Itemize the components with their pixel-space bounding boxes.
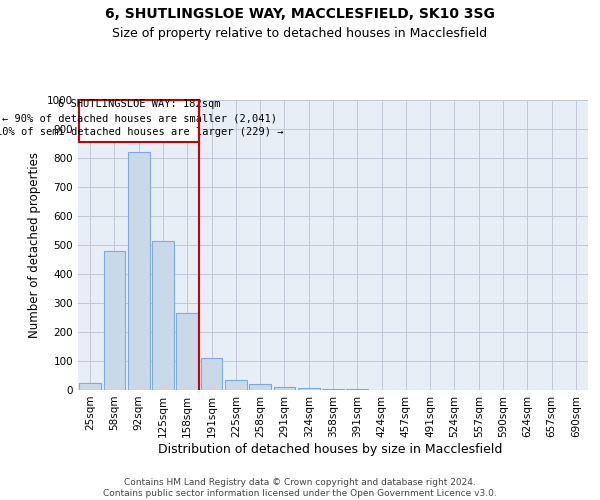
Bar [152, 240, 174, 390]
Y-axis label: Number of detached properties: Number of detached properties [28, 152, 41, 338]
Text: Distribution of detached houses by size in Macclesfield: Distribution of detached houses by size … [158, 442, 502, 456]
Text: 6, SHUTLINGSLOE WAY, MACCLESFIELD, SK10 3SG: 6, SHUTLINGSLOE WAY, MACCLESFIELD, SK10 … [105, 8, 495, 22]
Text: Size of property relative to detached houses in Macclesfield: Size of property relative to detached ho… [112, 28, 488, 40]
Bar [225, 380, 247, 390]
Bar [274, 387, 295, 390]
Bar [322, 389, 344, 390]
Bar [200, 358, 223, 390]
Bar [249, 384, 271, 390]
Bar [128, 152, 149, 390]
Bar [79, 100, 199, 142]
Text: 6 SHUTLINGSLOE WAY: 182sqm
← 90% of detached houses are smaller (2,041)
10% of s: 6 SHUTLINGSLOE WAY: 182sqm ← 90% of deta… [0, 99, 283, 137]
Bar [79, 383, 101, 390]
Bar [176, 313, 198, 390]
Text: Contains HM Land Registry data © Crown copyright and database right 2024.
Contai: Contains HM Land Registry data © Crown c… [103, 478, 497, 498]
Bar [298, 388, 320, 390]
Bar [104, 251, 125, 390]
